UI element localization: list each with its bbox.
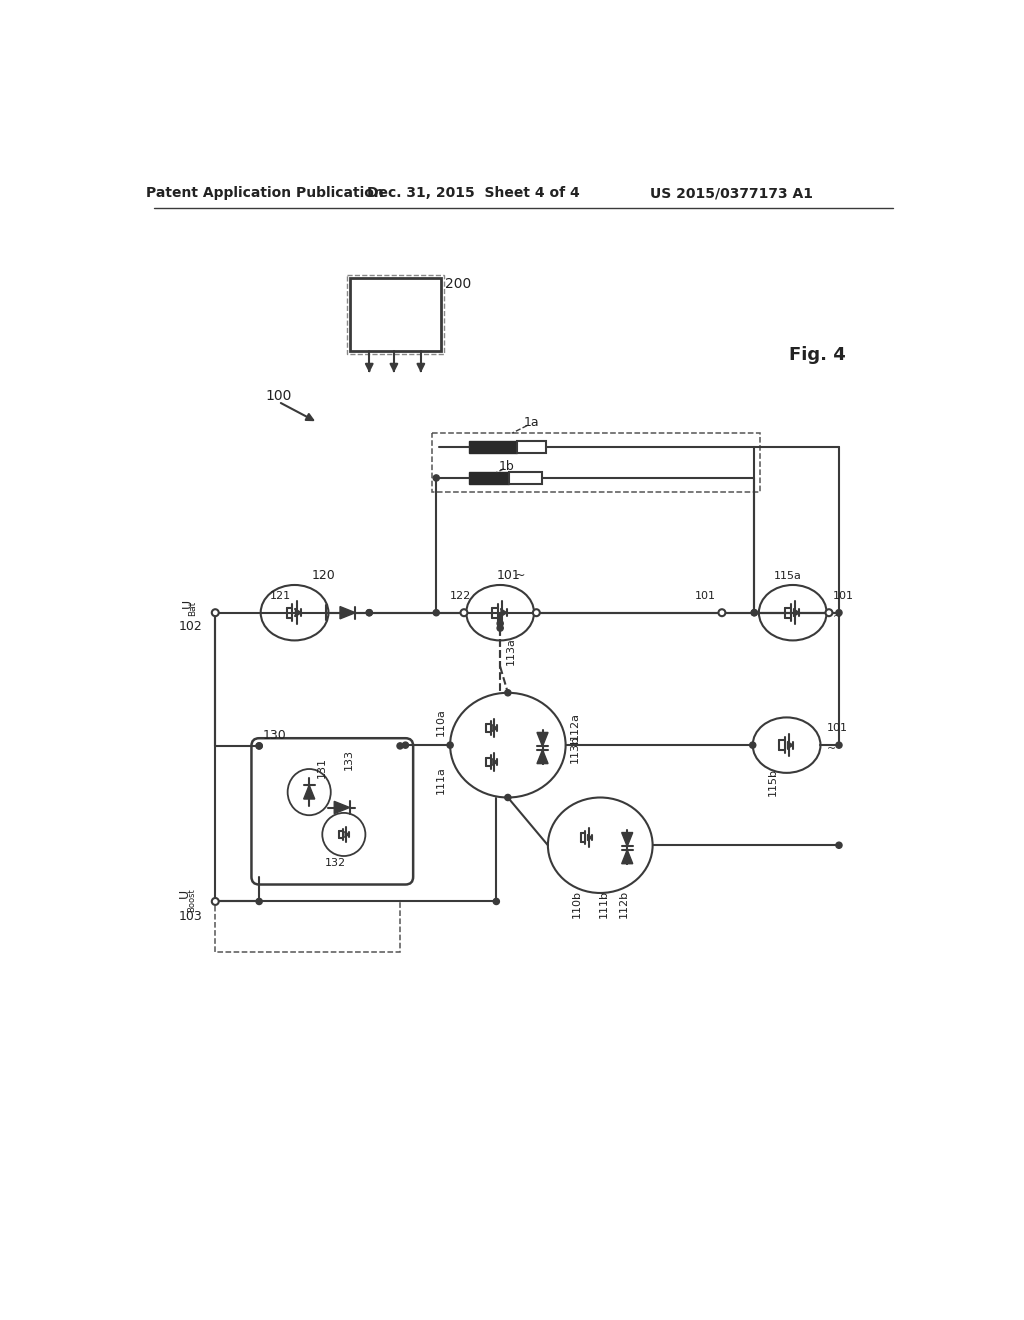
Circle shape xyxy=(750,742,756,748)
Text: 112b: 112b xyxy=(618,890,629,917)
FancyBboxPatch shape xyxy=(252,738,413,884)
Circle shape xyxy=(367,610,373,615)
Text: Dec. 31, 2015  Sheet 4 of 4: Dec. 31, 2015 Sheet 4 of 4 xyxy=(367,186,580,201)
Text: 115b: 115b xyxy=(767,768,777,796)
Polygon shape xyxy=(345,832,349,837)
Circle shape xyxy=(825,610,833,616)
Circle shape xyxy=(719,610,725,616)
Circle shape xyxy=(505,795,511,800)
Text: 122: 122 xyxy=(450,591,471,601)
Circle shape xyxy=(752,610,758,615)
Polygon shape xyxy=(304,785,314,799)
Circle shape xyxy=(212,898,219,906)
Text: 133: 133 xyxy=(344,750,354,771)
Text: 101: 101 xyxy=(826,723,848,733)
Text: Bat: Bat xyxy=(188,601,198,616)
Circle shape xyxy=(256,743,262,748)
Circle shape xyxy=(212,610,219,616)
Polygon shape xyxy=(622,833,633,846)
Circle shape xyxy=(497,626,503,631)
Circle shape xyxy=(461,610,467,616)
Circle shape xyxy=(433,475,439,480)
Text: 110a: 110a xyxy=(436,708,446,737)
Text: 1b: 1b xyxy=(499,459,514,473)
Text: 102: 102 xyxy=(179,620,203,634)
Polygon shape xyxy=(787,742,793,748)
Polygon shape xyxy=(588,834,592,841)
Text: 121: 121 xyxy=(269,591,291,601)
Text: 111a: 111a xyxy=(436,766,446,793)
Text: 101: 101 xyxy=(497,569,520,582)
Ellipse shape xyxy=(451,693,565,797)
Text: 115a: 115a xyxy=(773,570,802,581)
Circle shape xyxy=(433,610,439,615)
Text: Patent Application Publication: Patent Application Publication xyxy=(146,186,384,201)
Bar xyxy=(509,471,542,484)
Bar xyxy=(469,441,517,453)
Circle shape xyxy=(256,899,262,904)
Text: US 2015/0377173 A1: US 2015/0377173 A1 xyxy=(649,186,813,201)
Text: 131: 131 xyxy=(316,756,327,777)
Ellipse shape xyxy=(548,797,652,892)
Ellipse shape xyxy=(759,585,826,640)
Ellipse shape xyxy=(466,585,535,640)
Text: Fig. 4: Fig. 4 xyxy=(788,346,846,364)
Text: 103: 103 xyxy=(179,911,203,924)
Polygon shape xyxy=(501,609,507,616)
Circle shape xyxy=(836,610,842,615)
Polygon shape xyxy=(537,733,548,746)
Polygon shape xyxy=(537,750,548,763)
Text: 112a: 112a xyxy=(569,711,580,741)
Text: 111b: 111b xyxy=(599,890,609,917)
Text: 113a: 113a xyxy=(506,638,516,665)
Text: 200: 200 xyxy=(444,277,471,290)
Text: U: U xyxy=(178,890,191,899)
Circle shape xyxy=(505,689,511,696)
Text: 100: 100 xyxy=(265,388,292,403)
Polygon shape xyxy=(340,607,355,619)
Circle shape xyxy=(367,610,373,615)
Circle shape xyxy=(447,742,454,748)
Text: ~: ~ xyxy=(514,569,524,582)
Ellipse shape xyxy=(323,813,366,857)
Ellipse shape xyxy=(261,585,329,640)
Bar xyxy=(350,277,441,351)
Bar xyxy=(469,471,509,484)
Text: U: U xyxy=(180,599,194,609)
Text: 130: 130 xyxy=(263,729,287,742)
Circle shape xyxy=(836,842,842,849)
Circle shape xyxy=(256,743,262,748)
Circle shape xyxy=(836,742,842,748)
Circle shape xyxy=(402,742,409,748)
Bar xyxy=(215,902,400,952)
Polygon shape xyxy=(794,609,800,616)
Ellipse shape xyxy=(288,770,331,816)
Text: ~: ~ xyxy=(833,611,842,622)
Text: Boost: Boost xyxy=(186,888,196,912)
Circle shape xyxy=(497,620,503,627)
Polygon shape xyxy=(493,725,498,731)
Bar xyxy=(432,433,761,492)
Polygon shape xyxy=(493,759,498,766)
Text: 1a: 1a xyxy=(523,416,539,429)
Text: 110b: 110b xyxy=(572,890,583,917)
Text: 101: 101 xyxy=(833,591,854,601)
Text: 113b: 113b xyxy=(569,735,580,763)
Circle shape xyxy=(494,899,500,904)
Text: ~: ~ xyxy=(826,744,836,754)
Circle shape xyxy=(397,743,403,748)
Ellipse shape xyxy=(753,718,820,774)
Text: 132: 132 xyxy=(325,858,346,869)
Text: 120: 120 xyxy=(311,569,335,582)
Polygon shape xyxy=(334,801,349,813)
Circle shape xyxy=(752,610,758,615)
Text: 101: 101 xyxy=(694,591,716,601)
Circle shape xyxy=(532,610,540,616)
Polygon shape xyxy=(622,850,633,863)
Bar xyxy=(347,275,444,354)
Polygon shape xyxy=(295,609,301,616)
Bar xyxy=(517,441,547,453)
